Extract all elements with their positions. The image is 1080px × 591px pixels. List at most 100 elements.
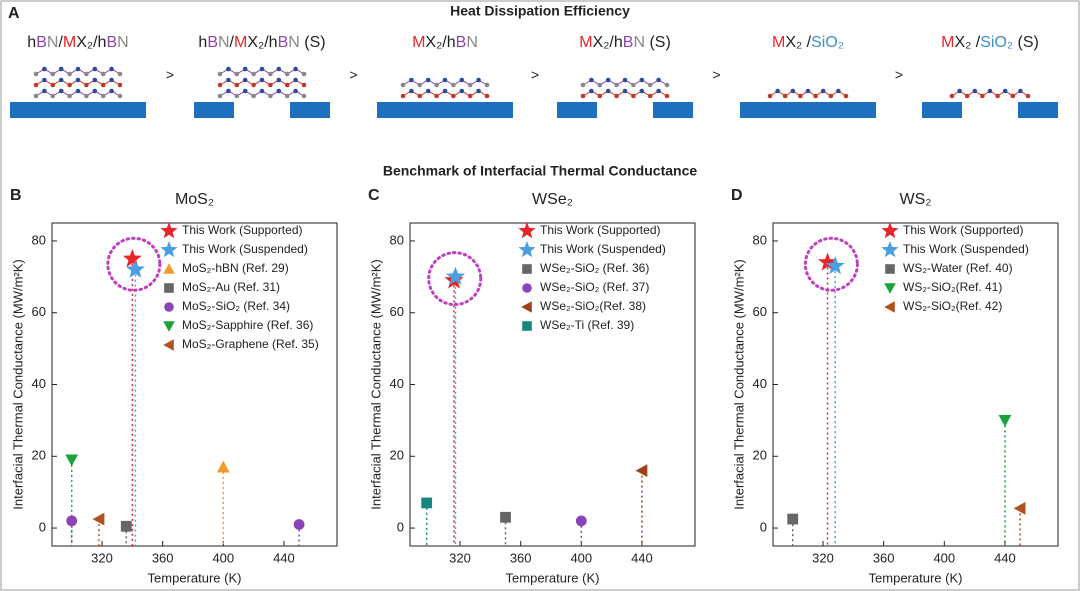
atom xyxy=(242,66,248,72)
x-tick-label: 400 xyxy=(570,550,592,565)
atom xyxy=(775,88,780,94)
atom xyxy=(434,82,439,88)
legend-label: WSe₂-SiO₂ (Ref. 37) xyxy=(540,280,649,294)
y-tick-label: 80 xyxy=(390,232,404,247)
label-part: X₂/h xyxy=(76,34,106,51)
atom xyxy=(284,71,290,77)
atom xyxy=(251,71,256,77)
atom xyxy=(1002,88,1008,94)
atom xyxy=(664,82,670,88)
y-tick-label: 80 xyxy=(32,232,46,247)
panel-letter: C xyxy=(368,187,380,204)
atom xyxy=(242,77,248,83)
label-part: N xyxy=(466,34,478,51)
substrate xyxy=(557,102,597,118)
x-tick-label: 440 xyxy=(273,550,295,565)
y-tick-label: 20 xyxy=(753,448,767,463)
atom xyxy=(234,82,240,88)
legend-marker xyxy=(163,263,175,274)
atom xyxy=(268,93,273,99)
atom xyxy=(58,66,64,72)
data-point xyxy=(216,460,230,473)
atom xyxy=(614,82,619,88)
legend-label: MoS₂-hBN (Ref. 29) xyxy=(182,261,289,275)
atom xyxy=(589,88,594,94)
atom xyxy=(67,71,72,77)
label-part: B xyxy=(36,34,47,51)
panel-letter: D xyxy=(731,187,743,204)
atom xyxy=(580,93,586,99)
atom xyxy=(597,82,603,88)
data-point xyxy=(998,414,1012,427)
atom xyxy=(451,93,456,99)
legend-label: This Work (Suspended) xyxy=(540,242,666,256)
data-point xyxy=(446,266,465,285)
atom xyxy=(100,82,106,88)
atom xyxy=(417,93,423,99)
y-tick-label: 20 xyxy=(390,448,404,463)
legend-marker xyxy=(521,301,532,313)
atom xyxy=(226,66,231,72)
atom xyxy=(67,82,72,88)
structure-label: MX₂/hBN (S) xyxy=(579,34,671,51)
data-point xyxy=(500,511,511,523)
label-part: M xyxy=(579,34,592,51)
atom xyxy=(451,82,456,88)
atom xyxy=(459,88,465,94)
atom xyxy=(259,88,265,94)
atom xyxy=(234,71,240,77)
substrate xyxy=(377,102,513,118)
atom xyxy=(664,93,670,99)
atom xyxy=(980,93,985,99)
y-axis-label: Interfacial Thermal Conductance (MW/m²K) xyxy=(368,259,383,509)
legend-marker xyxy=(163,321,175,332)
atom xyxy=(639,88,645,94)
atom xyxy=(301,71,307,77)
atom xyxy=(217,82,223,88)
atom xyxy=(647,82,653,88)
atom xyxy=(409,77,414,83)
atom xyxy=(268,82,273,88)
atom xyxy=(259,66,265,72)
atom xyxy=(476,77,481,83)
y-tick-label: 40 xyxy=(32,376,46,391)
x-axis-label: Temperature (K) xyxy=(506,570,600,585)
atom xyxy=(75,88,81,94)
legend-label: MoS₂-Au (Ref. 31) xyxy=(182,280,280,294)
legend-marker xyxy=(885,264,895,274)
highlight-circle xyxy=(106,236,162,292)
legend-label: This Work (Supported) xyxy=(182,223,303,237)
atom xyxy=(484,93,490,99)
legend-marker xyxy=(884,283,896,294)
atom xyxy=(790,88,796,94)
atom xyxy=(84,71,89,77)
atom xyxy=(400,82,406,88)
atom xyxy=(293,88,298,94)
atom xyxy=(293,66,298,72)
x-tick-label: 400 xyxy=(933,550,955,565)
label-part: B xyxy=(623,34,634,51)
x-tick-label: 440 xyxy=(631,550,653,565)
atom xyxy=(251,93,256,99)
atom xyxy=(284,93,290,99)
legend-label: This Work (Supported) xyxy=(540,223,661,237)
legend-marker xyxy=(518,241,536,258)
legend-marker xyxy=(518,222,536,239)
atom xyxy=(828,93,834,99)
substrate xyxy=(10,102,146,118)
atom xyxy=(995,93,1000,99)
atom xyxy=(417,82,423,88)
atom xyxy=(276,77,282,83)
atom xyxy=(484,82,490,88)
atom xyxy=(614,93,619,99)
x-axis-label: Temperature (K) xyxy=(148,570,242,585)
label-part: (S) xyxy=(645,34,671,51)
atom xyxy=(50,71,56,77)
atom xyxy=(242,88,248,94)
label-part: B xyxy=(106,34,117,51)
atom xyxy=(589,77,594,83)
atom xyxy=(425,77,431,83)
atom xyxy=(843,93,849,99)
structure-label: hBN/MX₂/hBN (S) xyxy=(198,34,325,51)
